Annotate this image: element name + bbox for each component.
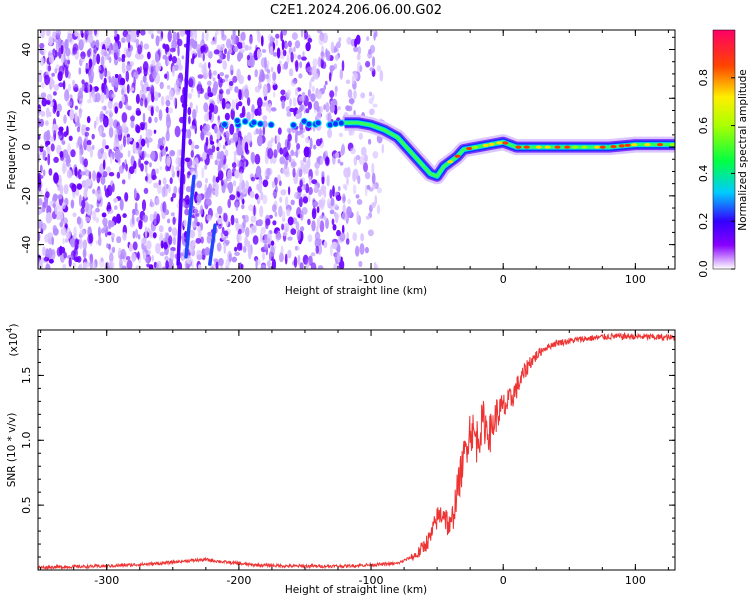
y-multiplier-close: ) <box>8 324 20 328</box>
bottom-panel: -300 -200 -100 0 100 0.5 1.0 1.5 Height of str… <box>5 324 676 596</box>
y-tick-label: 0.5 <box>20 496 33 514</box>
ridge-hotspots <box>447 141 675 164</box>
colorbar-gradient <box>713 30 735 269</box>
bottom-y-axis-label: SNR (10 * v/v) <box>6 413 18 488</box>
y-multiplier-exponent: 4 <box>5 328 14 333</box>
y-tick-label: -40 <box>20 236 33 254</box>
heatmap-layer <box>38 30 675 269</box>
x-tick-label: 100 <box>625 574 646 587</box>
heatmap-blob <box>290 121 297 129</box>
y-tick-label: 0 <box>20 144 33 151</box>
top-y-axis-label: Frequency (Hz) <box>6 110 18 189</box>
x-tick-label: 0 <box>500 273 507 286</box>
top-x-axis-label: Height of straight line (km) <box>285 285 427 297</box>
top-x-axis: -300 -200 -100 0 100 <box>40 30 669 286</box>
heatmap-streak <box>208 223 217 266</box>
colorbar-label: Normalized spectral amplitude <box>737 69 749 230</box>
heatmap-blob <box>314 119 322 127</box>
colorbar-tick-label: 0.8 <box>697 69 710 87</box>
y-tick-label: 1.5 <box>20 367 33 385</box>
colorbar-tick-label: 0.4 <box>697 165 710 183</box>
x-tick-label: -200 <box>226 574 251 587</box>
heatmap-blob <box>221 121 229 128</box>
colorbar-frame <box>712 29 736 270</box>
x-tick-label: -200 <box>226 273 251 286</box>
chart-title: C2E1.2024.206.06.00.G02 <box>270 3 442 18</box>
colorbar-tick-label: 0.6 <box>697 117 710 135</box>
bottom-y-multiplier: (x104) <box>5 324 20 357</box>
y-tick-label: 40 <box>20 43 33 57</box>
colorbar-ticks: 0.0 0.2 0.4 0.6 0.8 <box>697 29 736 278</box>
bottom-y-axis: 0.5 1.0 1.5 <box>20 335 675 571</box>
x-tick-label: -300 <box>94 273 119 286</box>
heatmap-blob <box>267 121 275 129</box>
y-tick-label: 1.0 <box>20 432 33 450</box>
heatmap-blob <box>241 118 249 125</box>
y-tick-label: 20 <box>20 91 33 105</box>
heatmap-blob <box>233 117 241 125</box>
x-tick-label: -300 <box>94 574 119 587</box>
top-plot-frame <box>37 29 676 270</box>
noise-blobs <box>38 30 386 269</box>
bottom-plot-frame <box>37 329 676 571</box>
heatmap-blob <box>337 119 345 127</box>
bottom-x-axis: -300 -200 -100 0 100 <box>40 330 669 587</box>
x-tick-label: -100 <box>359 273 384 286</box>
heatmap-blob <box>305 120 313 128</box>
heatmap-streak <box>176 30 191 266</box>
heatmap-streak <box>184 174 196 259</box>
colorbar: 0.0 0.2 0.4 0.6 0.8 Normalized spectral ampl… <box>697 29 749 278</box>
x-tick-label: 100 <box>625 273 646 286</box>
colorbar-tick-label: 0.2 <box>697 212 710 230</box>
heatmap-blob <box>332 120 339 128</box>
heatmap-blob <box>256 120 264 128</box>
x-tick-label: 0 <box>500 574 507 587</box>
bottom-x-axis-label: Height of straight line (km) <box>285 584 427 596</box>
y-multiplier-prefix: (x10 <box>8 333 20 357</box>
top-y-axis: -40 -20 0 20 40 <box>20 36 675 270</box>
snr-series-line <box>38 331 675 570</box>
y-tick-label: -20 <box>20 187 33 205</box>
colorbar-tick-label: 0.0 <box>697 260 710 278</box>
x-tick-label: -100 <box>359 574 384 587</box>
heatmap-blob <box>250 119 258 126</box>
